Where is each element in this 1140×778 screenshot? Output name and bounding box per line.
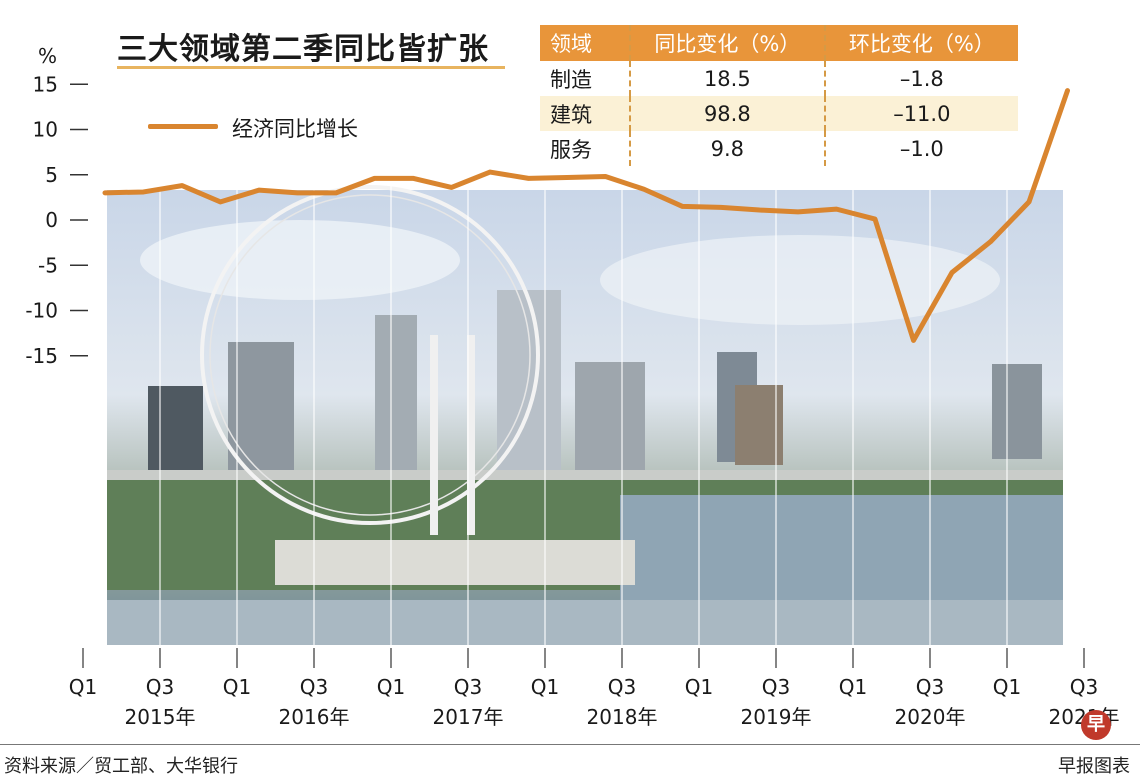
year-label: 2020年 (895, 705, 966, 729)
series-line (102, 88, 1070, 343)
year-label: 2016年 (279, 705, 350, 729)
x-axis: Q1 Q3 Q1 Q3 Q1 Q3 Q1 Q3 Q1 Q3 Q1 Q3 Q1 Q3 2015年 2016年 20… (69, 648, 1119, 729)
table-cell-yoy: 18.5 (629, 61, 825, 96)
data-point (872, 216, 878, 222)
x-tick-label: Q3 (300, 675, 328, 699)
data-point (218, 199, 223, 205)
x-tick-label: Q1 (685, 675, 713, 699)
data-point (834, 206, 839, 212)
data-point (526, 176, 531, 181)
table-header: 同比变化（%） (629, 25, 825, 61)
legend-swatch (148, 124, 218, 129)
y-tick-label: 15 (33, 72, 58, 96)
x-tick-label: Q1 (531, 675, 559, 699)
y-tick-label: -15 (25, 344, 58, 368)
year-label: 2017年 (433, 705, 504, 729)
data-point (1065, 88, 1070, 93)
x-tick-label: Q1 (69, 675, 97, 699)
data-point (911, 338, 916, 343)
y-tick-label: -10 (25, 299, 58, 323)
data-point (988, 239, 993, 244)
y-axis-unit: % (38, 44, 58, 68)
table-cell-sector: 建筑 (540, 96, 630, 131)
graphic-credit: 早报图表 (1058, 756, 1130, 777)
data-point (295, 190, 300, 196)
data-point (449, 185, 454, 190)
data-point (680, 204, 685, 209)
table-row: 服务 9.8 –1.0 (540, 131, 1018, 166)
source-note: 资料来源／贸工部、大华银行 (4, 756, 238, 777)
table-cell-sector: 服务 (550, 137, 592, 162)
city-skyline-photo (107, 185, 1063, 645)
data-point (603, 174, 608, 179)
year-label: 2019年 (741, 705, 812, 729)
data-point (256, 187, 262, 193)
chart-title: 三大领域第二季同比皆扩张 (117, 32, 489, 67)
table-cell-yoy: 9.8 (629, 131, 825, 166)
x-tick-label: Q3 (146, 675, 174, 699)
series-line-group (102, 88, 1070, 343)
data-point (795, 209, 801, 215)
data-point (1026, 199, 1032, 205)
sector-table: 领域 同比变化（%） 环比变化（%） 制造 18.5 –1.8 建筑 98.8 … (540, 25, 1018, 166)
data-point (333, 190, 339, 196)
data-point (372, 176, 377, 181)
table-header: 环比变化（%） (823, 25, 1018, 61)
data-point (718, 205, 724, 210)
table-row: 制造 18.5 –1.8 (540, 61, 1018, 96)
data-point (641, 187, 647, 192)
data-point (487, 169, 493, 175)
data-point (102, 190, 108, 196)
data-point (564, 175, 570, 180)
year-label: 2015年 (125, 705, 196, 729)
x-tick-label: Q3 (1070, 675, 1098, 699)
data-point (410, 176, 416, 181)
data-point (949, 270, 955, 275)
y-tick-label: 10 (33, 118, 58, 142)
legend-label: 经济同比增长 (232, 117, 358, 141)
data-point (141, 189, 146, 195)
table-cell-qoq: –1.0 (823, 131, 1018, 166)
title-underline (117, 66, 505, 69)
y-tick-label: -5 (38, 253, 58, 277)
y-tick-label: 0 (45, 208, 58, 232)
x-tick-label: Q3 (454, 675, 482, 699)
y-axis: 15 10 5 0 -5 -10 -15 (25, 72, 88, 368)
table-row: 建筑 98.8 –11.0 (540, 96, 1018, 131)
data-point (757, 207, 762, 213)
data-point (179, 183, 185, 188)
table-cell-qoq: –1.8 (823, 61, 1018, 96)
footer-divider (0, 744, 1140, 745)
table-header-row: 领域 同比变化（%） 环比变化（%） (540, 25, 1018, 61)
year-label: 2018年 (587, 705, 658, 729)
x-tick-label: Q3 (762, 675, 790, 699)
table-cell-qoq: –11.0 (823, 96, 1018, 131)
zaobao-logo: 早 (1081, 710, 1111, 740)
x-tick-label: Q3 (916, 675, 944, 699)
vertical-gridlines (159, 185, 1085, 645)
x-tick-label: Q3 (608, 675, 636, 699)
x-tick-label: Q1 (993, 675, 1021, 699)
table-header: 领域 (540, 25, 630, 61)
table-cell-sector: 制造 (550, 67, 592, 92)
y-tick-label: 5 (45, 163, 58, 187)
x-tick-label: Q1 (839, 675, 867, 699)
x-tick-label: Q1 (223, 675, 251, 699)
x-tick-label: Q1 (377, 675, 405, 699)
table-cell-yoy: 98.8 (629, 96, 825, 131)
